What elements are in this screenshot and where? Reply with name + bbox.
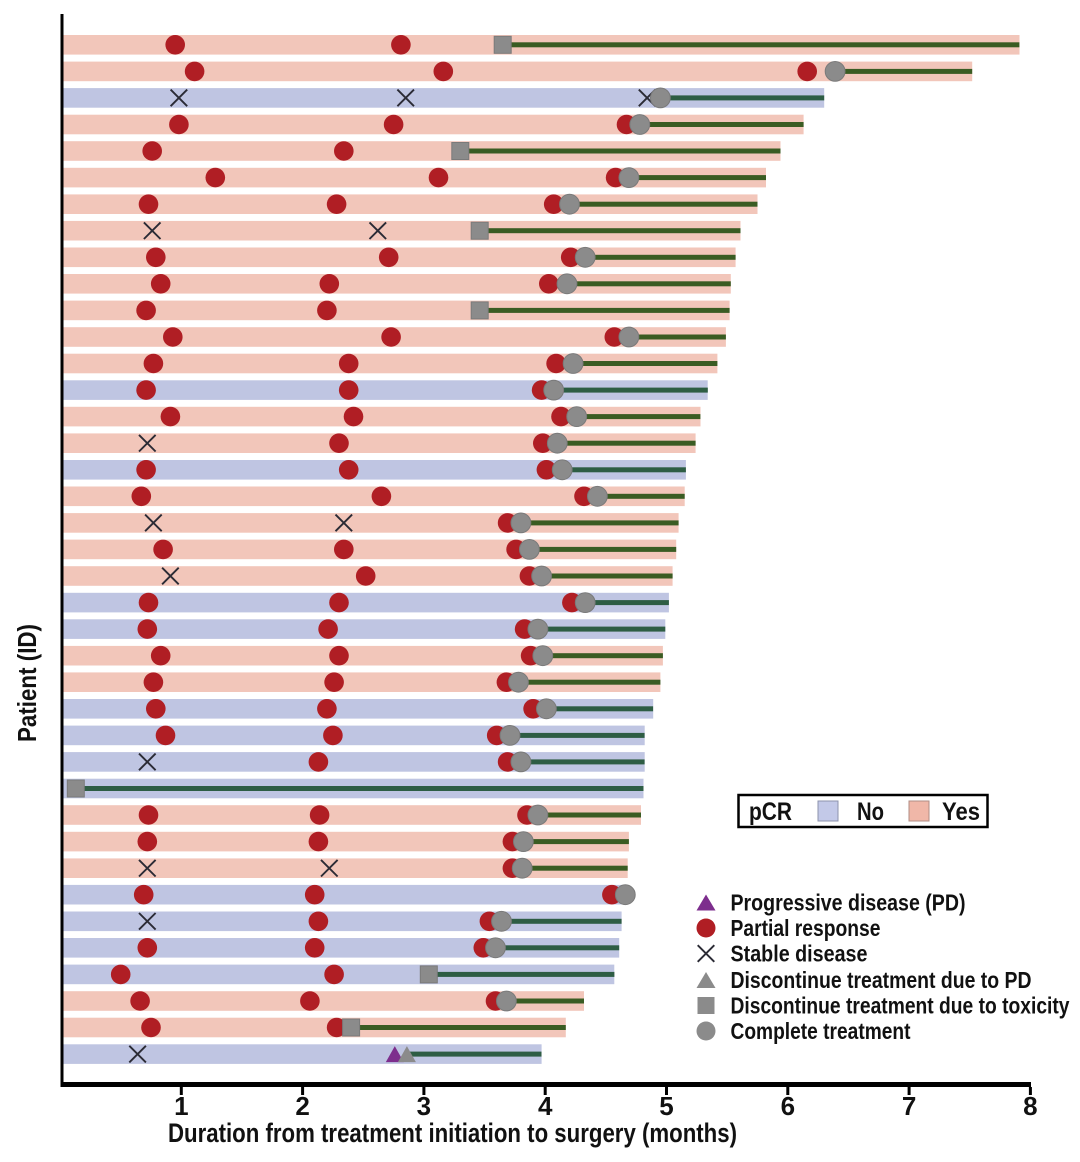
svg-text:No: No (857, 798, 884, 826)
svg-text:Discontinue treatment due to t: Discontinue treatment due to toxicity (731, 993, 1070, 1019)
svg-text:3: 3 (417, 1091, 431, 1121)
svg-text:6: 6 (781, 1091, 795, 1121)
svg-text:1: 1 (174, 1091, 188, 1121)
svg-text:Duration from treatment initia: Duration from treatment initiation to su… (168, 1118, 737, 1148)
svg-text:8: 8 (1023, 1091, 1037, 1121)
svg-text:Partial response: Partial response (731, 915, 881, 941)
svg-text:Patient (ID): Patient (ID) (12, 624, 42, 742)
svg-text:Stable disease: Stable disease (731, 941, 868, 967)
svg-text:4: 4 (538, 1091, 553, 1121)
svg-text:2: 2 (295, 1091, 309, 1121)
svg-text:Complete treatment: Complete treatment (731, 1018, 911, 1044)
svg-text:5: 5 (659, 1091, 673, 1121)
svg-text:pCR: pCR (749, 798, 792, 826)
svg-text:7: 7 (902, 1091, 916, 1121)
svg-text:Progressive disease (PD): Progressive disease (PD) (731, 890, 966, 916)
svg-text:Discontinue treatment due to P: Discontinue treatment due to PD (731, 967, 1032, 993)
svg-text:Yes: Yes (942, 798, 980, 826)
